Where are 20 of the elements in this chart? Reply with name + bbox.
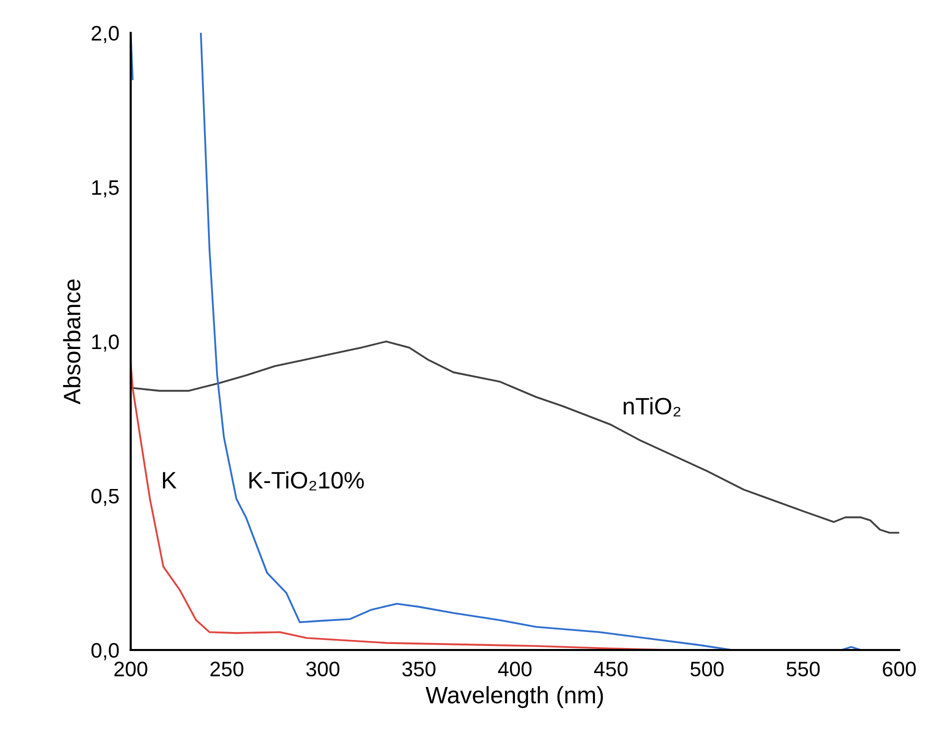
y-tick-label: 0,5: [91, 488, 119, 506]
y-tick-label: 1,5: [92, 180, 119, 198]
y-axis-title: Absorbance: [63, 280, 80, 404]
y-tick-label: 0,0: [91, 643, 119, 660]
x-tick-label: 350: [402, 662, 436, 676]
x-tick-label: 450: [594, 662, 628, 676]
y-tick-label: 2,0: [92, 26, 119, 44]
y-tick-label: 1,0: [92, 334, 119, 352]
annotation: nTiO₂: [624, 397, 680, 416]
x-tick-label: 550: [786, 662, 820, 676]
annotation: K: [162, 472, 177, 488]
x-tick-label: 200: [114, 662, 148, 676]
x-tick-label: 300: [306, 662, 340, 676]
x-tick-label: 400: [498, 662, 532, 676]
x-tick-label: 600: [882, 662, 916, 676]
x-tick-label: 250: [210, 662, 244, 676]
x-tick-label: 500: [690, 662, 724, 676]
annotation: K-TiO₂10%: [249, 471, 364, 490]
x-axis-title: Wavelength (nm): [426, 686, 603, 708]
line-series: [130, 340, 900, 534]
